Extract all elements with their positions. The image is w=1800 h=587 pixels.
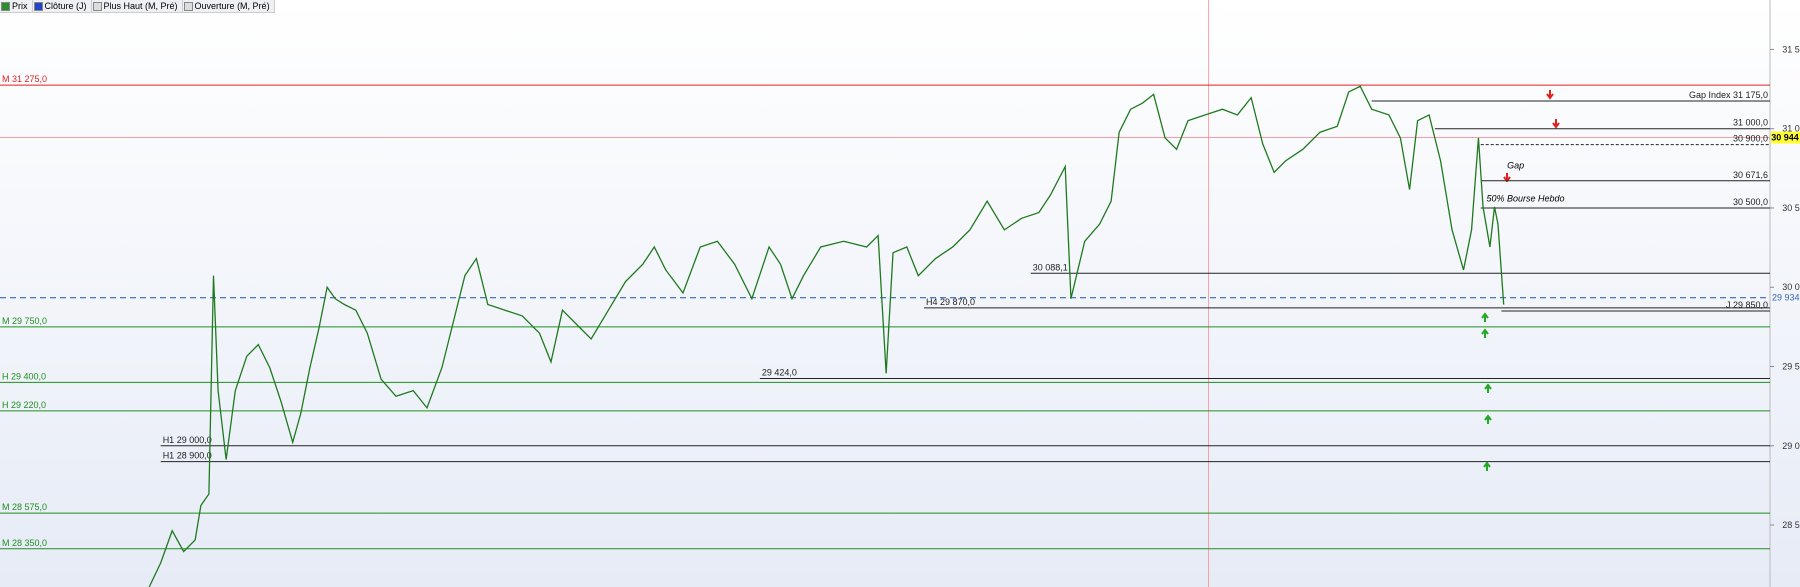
legend-swatch: [183, 1, 193, 11]
crosshair-label-box: [1771, 131, 1800, 144]
legend-label: Plus Haut (M, Pré): [103, 1, 178, 11]
legend: Prix Clôture (J) Plus Haut (M, Pré) Ouvertu…: [0, 0, 275, 13]
level-label: 31 000,0: [1733, 118, 1768, 128]
level-label: J 29 850,0: [1726, 300, 1768, 310]
legend-label: Ouverture (M, Pré): [194, 1, 270, 11]
level-label: 30 900,0: [1733, 134, 1768, 144]
y-tick-label: 30 500: [1782, 203, 1800, 213]
legend-item[interactable]: Clôture (J): [33, 0, 92, 12]
legend-swatch: [1, 1, 10, 11]
level-label: H4 29 870,0: [926, 297, 975, 307]
level-label: M 28 575,0: [2, 502, 47, 512]
level-label: M 31 275,0: [2, 74, 47, 84]
legend-item[interactable]: Plus Haut (M, Pré): [92, 0, 183, 12]
up-arrow: [1481, 328, 1489, 338]
y-tick-label: 29 000: [1782, 441, 1800, 451]
level-label: M 29 750,0: [2, 316, 47, 326]
y-tick-label: 30 000: [1782, 282, 1800, 292]
annotation: 50% Bourse Hebdo: [1486, 194, 1564, 204]
level-label: H 29 220,0: [2, 400, 46, 410]
level-label: Gap Index 31 175,0: [1689, 90, 1768, 100]
level-label: 30 088,1: [1033, 262, 1068, 272]
legend-item[interactable]: Ouverture (M, Pré): [183, 0, 275, 12]
up-arrow: [1484, 414, 1492, 424]
annotation: Gap: [1507, 160, 1524, 170]
current-price-label: 29 934,0: [1772, 293, 1800, 303]
legend-swatch: [92, 1, 102, 11]
up-arrow: [1481, 312, 1489, 322]
down-arrow: [1503, 173, 1511, 183]
legend-label: Clôture (J): [44, 1, 87, 11]
level-label: M 28 350,0: [2, 538, 47, 548]
level-label: H 29 400,0: [2, 371, 46, 381]
down-arrow: [1546, 90, 1554, 100]
legend-label: Prix: [12, 1, 28, 11]
legend-item[interactable]: Prix: [0, 0, 33, 12]
level-label: 30 500,0: [1733, 197, 1768, 207]
y-tick-label: 29 500: [1782, 361, 1800, 371]
level-label: H1 29 000,0: [163, 435, 212, 445]
legend-swatch: [33, 1, 43, 11]
up-arrow: [1484, 383, 1492, 393]
arrows: [1481, 90, 1560, 471]
level-label: 29 424,0: [762, 368, 797, 378]
y-tick-label: 31 000: [1782, 124, 1800, 134]
up-arrow: [1483, 461, 1491, 471]
level-label: H1 28 900,0: [163, 451, 212, 461]
down-arrow: [1552, 119, 1560, 129]
y-tick-label: 31 500: [1782, 44, 1800, 54]
crosshair-label: 30 944: [1771, 133, 1799, 143]
level-label: 30 671,6: [1733, 170, 1768, 180]
y-tick-label: 28 500: [1782, 520, 1800, 530]
price-line: [148, 85, 1505, 587]
